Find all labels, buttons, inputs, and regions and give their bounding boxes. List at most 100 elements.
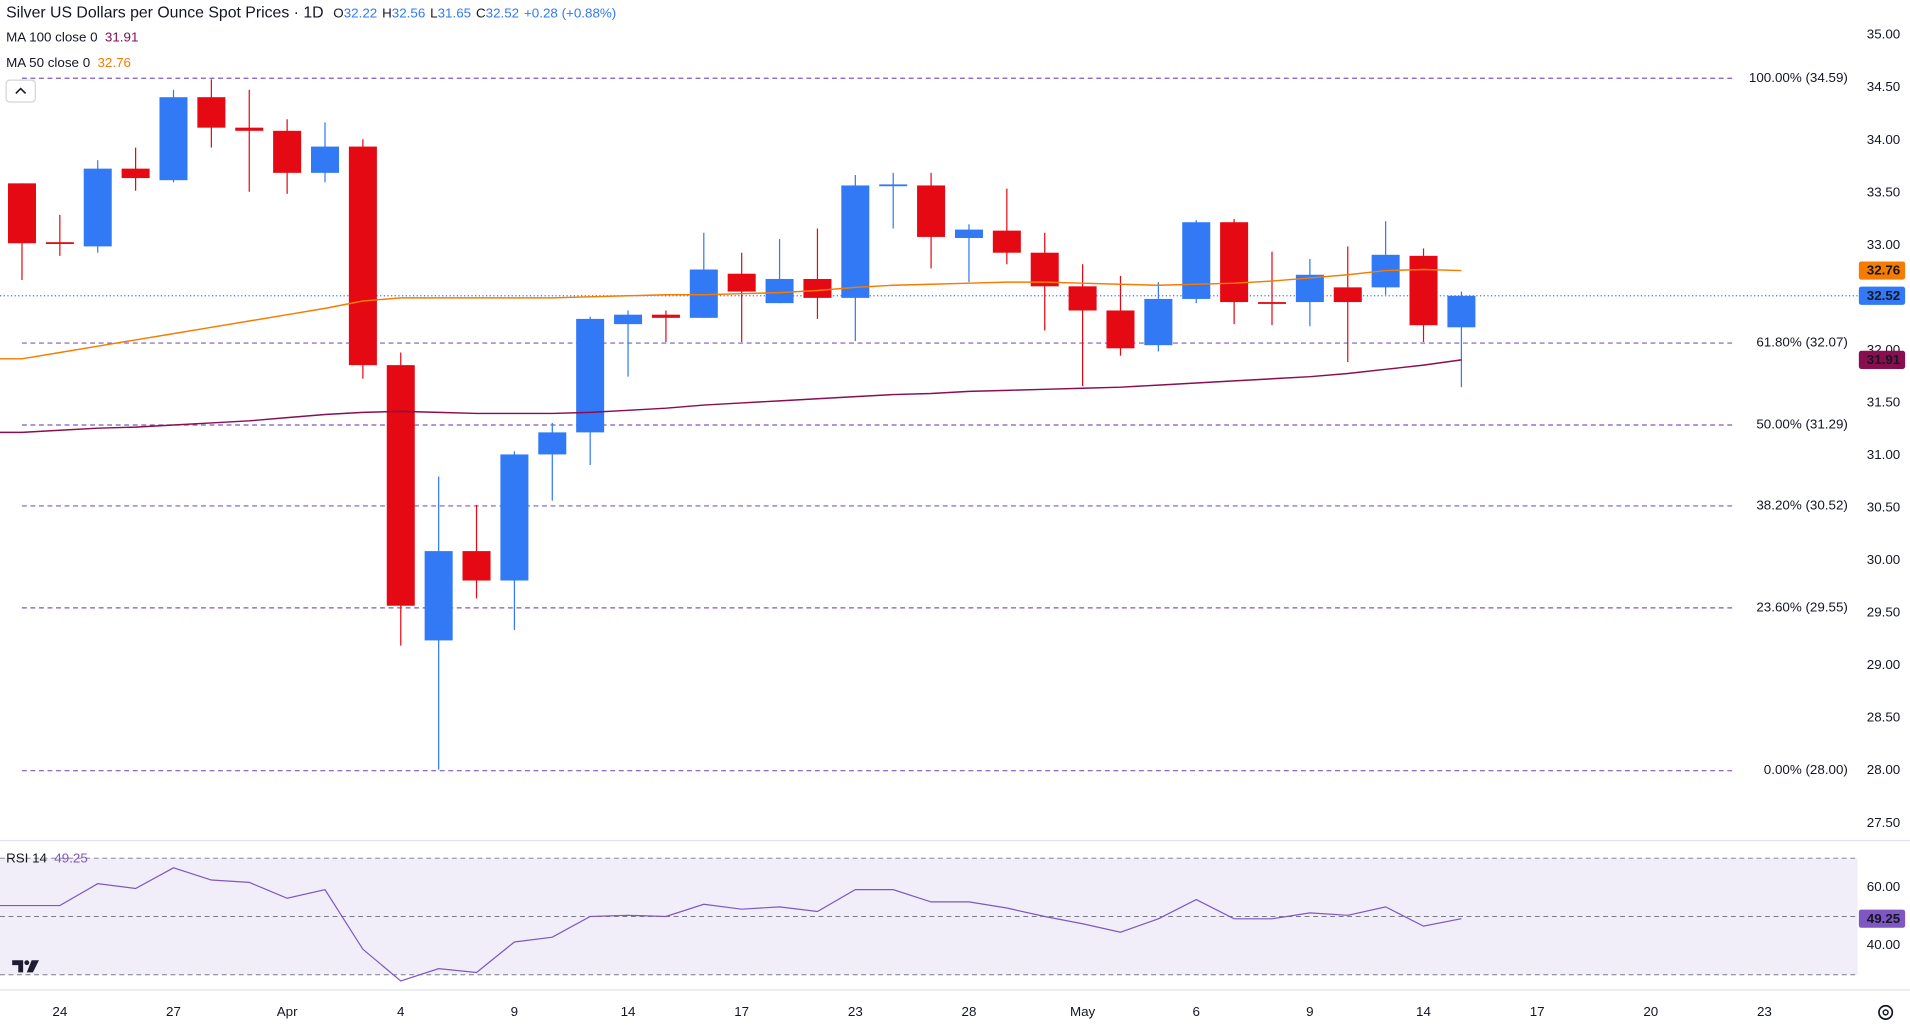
candle-body [462,551,491,581]
x-tick-label: 27 [166,1004,181,1019]
candle-body [1182,222,1211,299]
candle-body [159,97,188,181]
stat-value: 32.52 [486,5,519,20]
rsi-tag-box [1858,909,1906,928]
candle-body [1409,255,1438,326]
candle-body [538,432,567,455]
y-tick-label: 28.00 [1867,762,1900,777]
logo-part[interactable] [26,960,39,973]
y-tick-label: 35.00 [1867,27,1900,42]
candle-body [235,127,264,131]
x-tick-label: 23 [1757,1004,1772,1019]
fib-label: 50.00% (31.29) [1756,417,1848,432]
settings[interactable] [1878,1004,1894,1020]
ma-value: 32.76 [97,55,130,70]
candle-body [841,185,870,298]
stat-value: 32.22 [344,5,377,20]
ma-name: MA 100 close 0 [6,29,98,44]
y-tick-label: 30.50 [1867,500,1900,515]
y-tick-label: 29.00 [1867,657,1900,672]
y-tick-label: 33.00 [1867,237,1900,252]
rsi-legend: RSI 14 49.25 [6,850,88,865]
candle-body [1220,222,1249,303]
candle-body [614,314,643,325]
tv-logo[interactable] [12,960,39,973]
ma-legend: MA 100 close 0 31.91 [6,29,138,44]
collapse-icon[interactable] [15,87,27,95]
candle-body [1030,252,1059,287]
stat-value: 31.65 [438,5,471,20]
candle-body [83,168,112,247]
candle-body [197,97,226,128]
fib-label: 100.00% (34.59) [1749,70,1848,85]
stat-label: O [333,5,343,20]
ma-name: MA 50 close 0 [6,55,90,70]
settings-center[interactable] [1882,1009,1889,1016]
y-tick-label: 27.50 [1867,815,1900,830]
y-tick-label: 29.50 [1867,605,1900,620]
candle-body [1257,302,1287,304]
ma-value: 31.91 [105,29,138,44]
logo-part[interactable] [24,960,30,966]
y-tick-label: 31.00 [1867,447,1900,462]
y-tick-label: 31.50 [1867,394,1900,409]
x-tick-label: 14 [621,1004,636,1019]
rsi-tag: 49.25 [1867,911,1901,926]
candle-body [1068,286,1097,311]
candle-body [45,242,74,245]
ma-legend: MA 50 close 0 32.76 [6,55,131,70]
candle-body [576,318,605,433]
y-tick-label: 28.50 [1867,710,1900,725]
logo-part[interactable] [12,960,24,973]
x-tick-label: 9 [511,1004,518,1019]
y-tick-label: 30.00 [1867,552,1900,567]
ma50-tag: 32.76 [1867,263,1900,278]
stat-value: 32.56 [392,5,425,20]
candle-body [273,130,302,173]
x-tick-label: 28 [962,1004,977,1019]
stat-label: C [476,5,486,20]
rsi-value: 49.25 [54,850,87,865]
ma100-tag-box [1858,350,1906,369]
settings-gear[interactable] [1878,1004,1894,1020]
fib-label: 38.20% (30.52) [1756,497,1848,512]
candle-body [879,184,908,187]
candle-body [500,454,529,581]
rsi-name: RSI 14 [6,850,47,865]
candle-body [803,278,832,298]
collapse-box[interactable] [5,79,36,103]
stat-label: L [430,5,437,20]
ma-line [0,268,1462,360]
x-tick-label: 6 [1193,1004,1200,1019]
candle-body [651,314,680,318]
y-tick-label: 33.50 [1867,184,1900,199]
candle-body [310,146,340,173]
x-tick-label: May [1070,1004,1096,1019]
fib-label: 61.80% (32.07) [1756,335,1848,350]
rsi-line [0,867,1462,982]
y-tick-label: 34.50 [1867,79,1900,94]
candle-body [1144,298,1173,346]
candle-body [1447,295,1476,328]
candle-body [954,229,983,238]
fib-label: 0.00% (28.00) [1764,762,1848,777]
candle-body [424,551,453,641]
x-tick-label: 20 [1643,1004,1658,1019]
x-tick-label: 24 [52,1004,67,1019]
candle-body [7,183,36,244]
x-tick-label: 17 [1530,1004,1545,1019]
ma50-tag-box [1858,261,1906,280]
rsi-tick-label: 40.00 [1867,937,1900,952]
candle-body [386,365,415,606]
collapse-button[interactable] [5,79,36,103]
ma-line [0,359,1462,434]
price-tag-box [1858,286,1906,305]
candle-body [727,273,756,292]
chart-title: Silver US Dollars per Ounce Spot Prices … [6,5,323,22]
price-tag: 32.52 [1867,288,1900,303]
x-tick-label: 9 [1306,1004,1313,1019]
candle-body [1333,287,1362,303]
candle-body [1106,310,1135,349]
